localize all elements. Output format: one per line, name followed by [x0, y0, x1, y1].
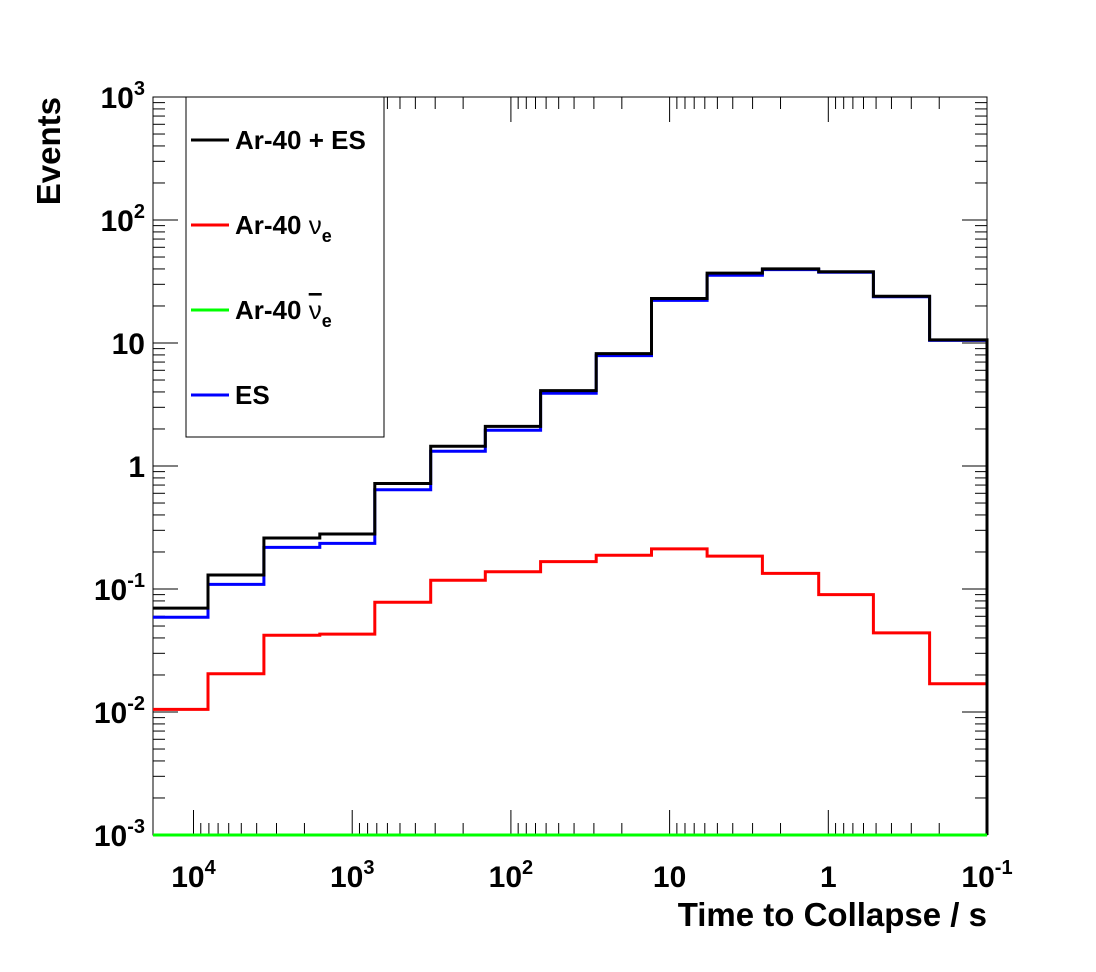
legend-label: Ar-40 νe	[235, 210, 332, 246]
y-tick-label: 1	[128, 451, 145, 484]
x-axis-title: Time to Collapse / s	[678, 896, 987, 933]
x-tick-label: 104	[171, 857, 216, 894]
x-tick-label: 103	[330, 857, 375, 894]
overline-symbol: ν	[309, 295, 322, 325]
legend-entries: Ar-40 + ES Ar-40 νe Ar-40 νe ES	[191, 125, 366, 410]
legend-label: Ar-40 + ES	[235, 125, 366, 155]
legend-frame	[185, 96, 385, 438]
y-tick-label: 102	[101, 201, 146, 238]
y-tick-label: 10-3	[94, 816, 145, 853]
x-tick-label: 1	[820, 861, 837, 894]
y-tick-label: 103	[101, 78, 146, 115]
y-tick-label: 10-1	[94, 570, 145, 607]
legend: Ar-40 + ES Ar-40 νe Ar-40 νe ES	[185, 96, 385, 438]
series-layer	[153, 267, 989, 837]
y-tick-label: 10-2	[94, 693, 145, 730]
series-line	[153, 547, 987, 711]
x-tick-labels: 104 103 102 10 1 10-1	[171, 857, 1012, 894]
legend-label: Ar-40 νe	[235, 295, 332, 331]
x-tick-label: 10-1	[961, 857, 1012, 894]
y-tick-label: 10	[112, 328, 145, 361]
series-line	[153, 267, 989, 835]
legend-label: ES	[235, 380, 270, 410]
y-axis-title: Events	[30, 97, 67, 205]
axis-ticks	[153, 97, 988, 836]
x-tick-label: 102	[489, 857, 534, 894]
x-tick-label: 10	[653, 861, 686, 894]
